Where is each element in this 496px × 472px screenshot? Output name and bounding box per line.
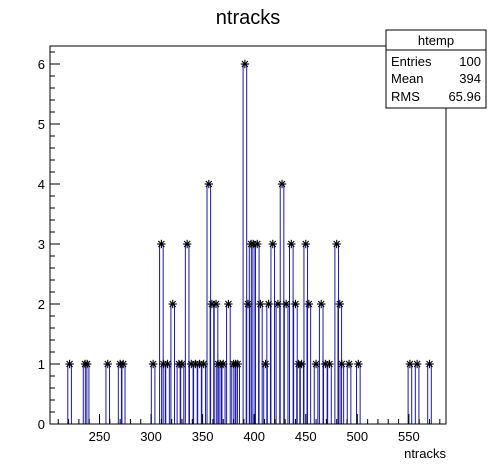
stats-entries-label: Entries (391, 54, 432, 69)
data-point (163, 359, 172, 369)
histogram-bar (188, 363, 194, 424)
histogram-bar (67, 363, 72, 424)
y-tick-label: 6 (38, 57, 45, 72)
data-point (268, 239, 277, 249)
histogram-bar (414, 363, 420, 424)
y-tick-label: 0 (38, 417, 45, 432)
histogram-bar (275, 303, 281, 424)
plot-frame (49, 45, 447, 425)
data-point (405, 359, 415, 369)
histogram-bar (105, 363, 111, 424)
data-point (256, 299, 265, 309)
data-point (281, 299, 291, 309)
histogram-bar (289, 243, 294, 424)
data-markers (65, 59, 434, 369)
data-point (199, 359, 208, 369)
data-point (425, 359, 434, 369)
stats-mean-value: 394 (459, 71, 481, 86)
data-point (240, 59, 250, 69)
histogram-bar (323, 363, 328, 424)
data-point (332, 239, 341, 249)
x-tick-label: 350 (192, 429, 214, 444)
data-point (291, 299, 300, 309)
data-point (243, 299, 253, 309)
stats-rms-value: 65.96 (448, 89, 481, 104)
data-point (157, 239, 166, 249)
data-point (233, 359, 242, 369)
data-point (337, 359, 347, 369)
data-point (211, 299, 221, 309)
histogram-bar (427, 363, 432, 424)
data-point (119, 359, 128, 369)
stats-box-frame (385, 29, 487, 109)
histogram-bar (270, 243, 276, 424)
histogram-bar (197, 363, 202, 424)
histogram-bar (327, 363, 332, 424)
histogram-bar (283, 303, 289, 424)
y-tick-label: 1 (38, 357, 45, 372)
y-tick-label: 4 (38, 177, 45, 192)
data-point (412, 359, 422, 369)
stats-rms-label: RMS (391, 89, 420, 104)
stats-entries-value: 100 (459, 54, 481, 69)
x-tick-label: 250 (89, 429, 111, 444)
x-tick-label: 400 (243, 429, 265, 444)
histogram-bar (165, 363, 170, 424)
data-point (317, 299, 326, 309)
data-point (264, 299, 273, 309)
histogram-bar (193, 363, 198, 424)
stats-box: htemp Entries 100 Mean 394 RMS 65.96 (385, 29, 487, 109)
data-point (304, 299, 314, 309)
y-tick-label: 2 (38, 297, 45, 312)
data-point (261, 359, 270, 369)
stats-box-title: htemp (418, 33, 454, 48)
data-point (344, 359, 354, 369)
y-tick-label: 5 (38, 117, 45, 132)
data-point (273, 299, 283, 309)
chart-title: ntracks (216, 7, 280, 29)
data-point (204, 179, 214, 189)
data-point (65, 359, 74, 369)
data-point (287, 239, 296, 249)
data-point (219, 359, 228, 369)
data-point (297, 359, 306, 369)
x-axis-label: ntracks (404, 446, 446, 461)
data-point (82, 359, 92, 369)
data-point (103, 359, 112, 369)
y-tick-label: 3 (38, 237, 45, 252)
data-point (224, 299, 233, 309)
data-point (177, 359, 187, 369)
x-tick-label: 550 (398, 429, 420, 444)
data-point (253, 239, 262, 249)
data-point (301, 239, 310, 249)
histogram-bar (184, 243, 190, 424)
data-point (311, 359, 321, 369)
histogram-bar (313, 363, 319, 424)
data-point (325, 359, 334, 369)
data-point (335, 299, 344, 309)
histogram-bar (346, 363, 352, 424)
data-point (354, 359, 363, 369)
data-point (182, 239, 192, 249)
x-tick-label: 300 (140, 429, 162, 444)
data-point (168, 299, 177, 309)
histogram-bar (150, 363, 156, 424)
data-point (277, 179, 287, 189)
x-axis: 250 300 350 400 450 500 550 (57, 414, 441, 444)
x-tick-label: 500 (346, 429, 368, 444)
stats-mean-label: Mean (391, 71, 424, 86)
data-point (148, 359, 158, 369)
x-tick-label: 450 (295, 429, 317, 444)
y-axis: 0 1 2 3 4 5 6 (38, 51, 60, 432)
